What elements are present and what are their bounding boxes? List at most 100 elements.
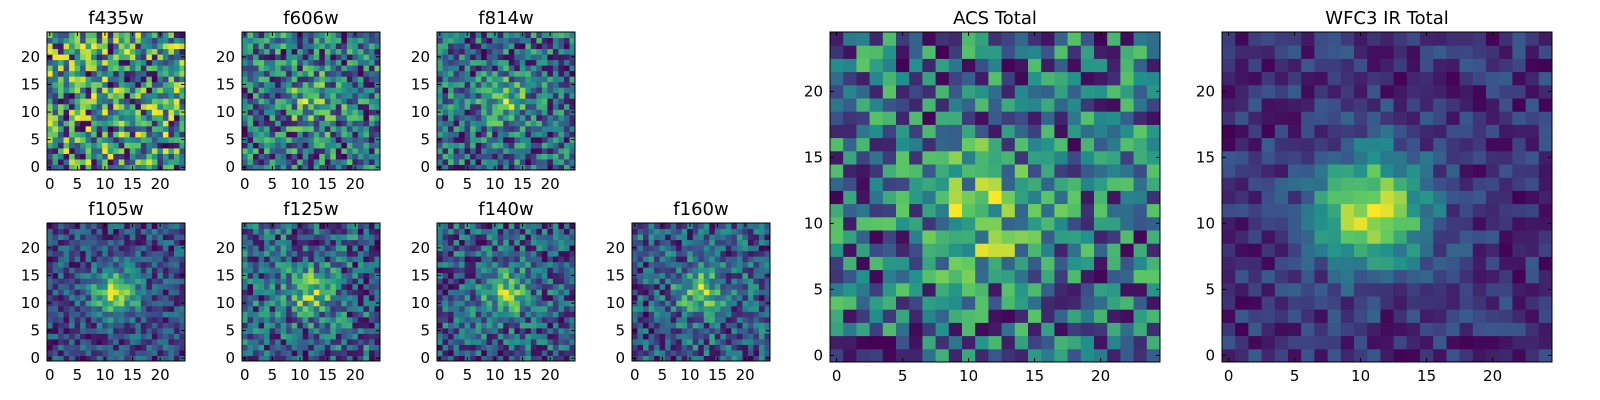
heatmap-cell <box>486 256 493 263</box>
heatmap-cell <box>508 109 515 116</box>
heatmap-cell <box>291 70 298 77</box>
heatmap-cell <box>368 76 375 83</box>
heatmap-cell <box>470 294 477 301</box>
heatmap-cell <box>330 87 337 94</box>
heatmap-cell <box>374 283 381 290</box>
heatmap-cell <box>643 294 650 301</box>
heatmap-cell <box>514 92 521 99</box>
heatmap-cell <box>725 239 732 246</box>
heatmap-cell <box>497 228 504 235</box>
heatmap-cell <box>302 65 309 72</box>
x-tick-label: 5 <box>73 366 83 384</box>
heatmap-cell <box>687 300 694 307</box>
heatmap-cell <box>357 114 364 121</box>
heatmap-cell <box>869 282 884 297</box>
heatmap-cell <box>470 87 477 94</box>
heatmap-cell <box>703 355 710 362</box>
heatmap-cell <box>856 190 871 205</box>
heatmap-cell <box>665 305 672 312</box>
heatmap-cell <box>374 239 381 246</box>
heatmap-cell <box>563 153 570 160</box>
heatmap-cell <box>74 327 81 334</box>
heatmap-cell <box>558 250 565 257</box>
heatmap-cell <box>297 136 304 143</box>
heatmap-cell <box>335 76 342 83</box>
heatmap-cell <box>107 234 114 241</box>
heatmap-cell <box>129 311 136 318</box>
heatmap-cell <box>85 109 92 116</box>
heatmap-cell <box>146 164 153 171</box>
heatmap-cell <box>1080 348 1095 363</box>
heatmap-cell <box>753 272 760 279</box>
heatmap-cell <box>547 239 554 246</box>
heatmap-cell <box>302 142 309 149</box>
heatmap-cell <box>129 239 136 246</box>
heatmap-cell <box>569 114 576 121</box>
heatmap-cell <box>368 103 375 110</box>
heatmap-cell <box>91 43 98 50</box>
heatmap-cell <box>291 311 298 318</box>
heatmap-cell <box>643 300 650 307</box>
heatmap-cell <box>552 289 559 296</box>
heatmap-cell <box>302 76 309 83</box>
heatmap-cell <box>341 131 348 138</box>
heatmap-cell <box>286 59 293 66</box>
heatmap-cell <box>475 125 482 132</box>
heatmap-cell <box>140 223 147 230</box>
heatmap-cell <box>91 37 98 44</box>
heatmap-cell <box>843 348 857 363</box>
heatmap-cell <box>676 239 683 246</box>
heatmap-cell <box>709 223 716 230</box>
heatmap-cell <box>552 114 559 121</box>
heatmap-cell <box>253 256 260 263</box>
heatmap-cell <box>179 92 186 99</box>
heatmap-cell <box>280 267 287 274</box>
heatmap-cell <box>102 228 109 235</box>
heatmap-cell <box>102 261 109 268</box>
heatmap-cell <box>269 92 276 99</box>
heatmap-cell <box>346 245 353 252</box>
heatmap-cell <box>692 256 699 263</box>
heatmap-cell <box>146 125 153 132</box>
heatmap-cell <box>151 65 158 72</box>
heatmap-cell <box>459 153 466 160</box>
heatmap-cell <box>896 282 910 297</box>
heatmap-cell <box>453 32 460 39</box>
heatmap-cell <box>654 239 661 246</box>
heatmap-cell <box>313 300 320 307</box>
heatmap-cell <box>368 316 375 323</box>
heatmap-cell <box>975 164 989 178</box>
heatmap-cell <box>541 333 548 340</box>
heatmap-cell <box>85 131 92 138</box>
heatmap-cell <box>302 311 309 318</box>
heatmap-cell <box>492 294 499 301</box>
heatmap-cell <box>731 355 738 362</box>
heatmap-cell <box>302 59 309 66</box>
heatmap-cell <box>687 272 694 279</box>
heatmap-cell <box>665 322 672 329</box>
heatmap-cell <box>352 256 359 263</box>
heatmap-cell <box>179 311 186 318</box>
heatmap-cell <box>720 300 727 307</box>
heatmap-cell <box>173 261 180 268</box>
heatmap-cell <box>264 37 271 44</box>
heatmap-cell <box>269 136 276 143</box>
heatmap-cell <box>698 234 705 241</box>
heatmap-cell <box>764 278 771 285</box>
heatmap-cell <box>725 344 732 351</box>
heatmap-cell <box>731 344 738 351</box>
heatmap-cell <box>703 289 710 296</box>
heatmap-cell <box>91 300 98 307</box>
heatmap-cell <box>168 158 175 165</box>
heatmap-cell <box>352 311 359 318</box>
heatmap-cell <box>74 37 81 44</box>
heatmap-cell <box>102 76 109 83</box>
heatmap-cell <box>140 267 147 274</box>
heatmap-cell <box>242 103 249 110</box>
heatmap-cell <box>96 131 103 138</box>
heatmap-cell <box>720 223 727 230</box>
heatmap-cell <box>113 114 120 121</box>
heatmap-cell <box>341 261 348 268</box>
heatmap-cell <box>654 305 661 312</box>
heatmap-cell <box>135 147 142 154</box>
